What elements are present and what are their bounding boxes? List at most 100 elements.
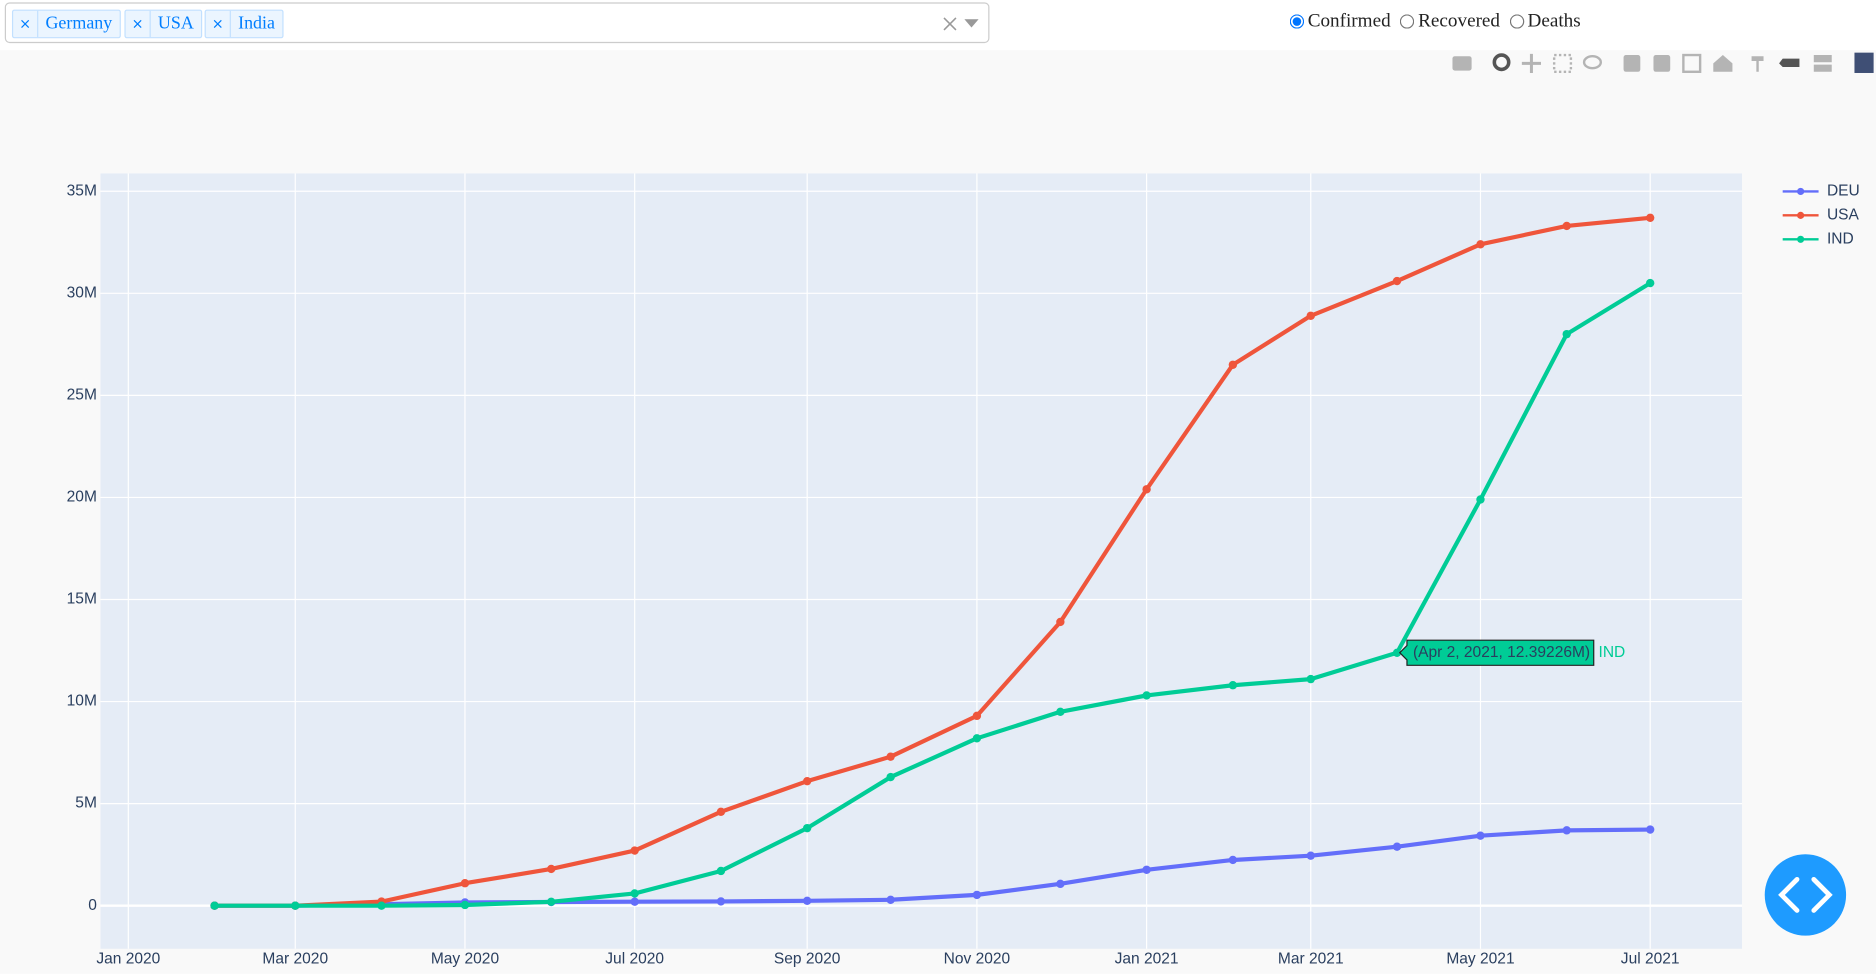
series-marker	[291, 901, 300, 910]
modebar-button[interactable]	[1682, 53, 1702, 73]
tag-remove[interactable]	[206, 10, 231, 38]
x-tick-label: May 2020	[431, 951, 500, 968]
series-marker	[1392, 648, 1402, 657]
radio-label: Recovered	[1418, 10, 1501, 32]
legend-label: DEU	[1827, 183, 1860, 200]
hover-box	[1398, 639, 1595, 666]
y-tick-label: 0	[88, 897, 97, 914]
code-button[interactable]	[1764, 854, 1847, 936]
modebar-button[interactable]	[1779, 58, 1800, 68]
country-tag[interactable]: Germany	[11, 9, 121, 39]
clear-button[interactable]	[943, 17, 957, 31]
code-button-circle[interactable]	[1764, 854, 1847, 936]
modebar-button[interactable]	[1521, 53, 1542, 73]
hover-text: (Apr 2, 2021, 12.39226M)	[1413, 644, 1590, 661]
series-marker	[716, 897, 726, 906]
series-marker	[1392, 842, 1402, 851]
radio-label: Confirmed	[1307, 10, 1391, 32]
modebar-button[interactable]	[1623, 55, 1641, 72]
modebar-button[interactable]	[1492, 53, 1511, 72]
hover-label: (Apr 2, 2021, 12.39226M) IND	[1398, 639, 1625, 666]
metric-radio: Confirmed Recovered Deaths	[1287, 10, 1581, 33]
plot-layer: Jan 2020 Mar 2020 May 2020 Jul 2020 Sep 2020…	[67, 173, 1743, 968]
series-marker	[886, 895, 895, 904]
plotly-logo[interactable]	[1854, 52, 1874, 73]
series-marker	[1056, 617, 1065, 627]
series-line	[214, 215, 1651, 908]
series-marker	[630, 889, 639, 898]
tag-remove[interactable]	[126, 10, 151, 38]
y-tick-label: 15M	[67, 591, 97, 608]
modebar-button[interactable]	[1751, 56, 1764, 72]
radio-option[interactable]: Recovered	[1398, 11, 1500, 33]
series-marker	[460, 900, 470, 910]
radio-input[interactable]	[1289, 14, 1305, 29]
modebar-button[interactable]	[1552, 53, 1573, 73]
y-tick-label: 35M	[67, 182, 97, 199]
series-line	[214, 281, 1652, 908]
series-marker	[1306, 851, 1315, 860]
series-marker	[1562, 329, 1571, 339]
series-marker	[1056, 707, 1065, 716]
series-marker	[802, 823, 812, 833]
x-tick-label: May 2021	[1446, 951, 1514, 968]
modebar-button[interactable]	[1582, 55, 1603, 70]
country-tag[interactable]: USA	[124, 9, 203, 39]
series-marker	[1228, 855, 1238, 865]
series-marker	[1142, 485, 1151, 494]
series-marker	[1646, 825, 1655, 834]
x-tick-label: Nov 2020	[944, 951, 1011, 968]
x-tick-label: Sep 2020	[774, 951, 841, 968]
series-marker	[886, 752, 895, 761]
country-tag[interactable]: India	[204, 9, 284, 39]
modebar	[1452, 52, 1874, 73]
x-tick-label: Mar 2021	[1278, 951, 1344, 968]
series-marker	[1476, 240, 1485, 249]
dropdown-arrow[interactable]	[964, 19, 979, 29]
series-marker	[886, 772, 895, 782]
series-marker	[1306, 311, 1315, 320]
series-marker	[1142, 865, 1151, 874]
series-marker	[1228, 360, 1238, 369]
tag-remove[interactable]	[13, 10, 39, 38]
remove-icon	[133, 19, 142, 28]
series-marker	[460, 879, 470, 888]
series-marker	[1646, 213, 1655, 222]
x-tick-label: Mar 2020	[262, 951, 328, 968]
series-marker	[1306, 674, 1315, 684]
tag-label: USA	[157, 14, 194, 34]
series-marker	[630, 897, 639, 906]
series-marker	[547, 864, 556, 874]
modebar-button[interactable]	[1452, 56, 1472, 71]
series-marker	[716, 866, 726, 876]
radio-option[interactable]: Deaths	[1507, 11, 1581, 33]
radio-input[interactable]	[1400, 14, 1415, 29]
modebar-button[interactable]	[1653, 55, 1671, 72]
legend-marker	[1797, 211, 1805, 219]
y-tick-label: 5M	[75, 795, 97, 812]
series-marker	[547, 897, 556, 907]
x-tick-label: Jul 2020	[605, 951, 664, 968]
radio-label: Deaths	[1527, 10, 1581, 32]
y-tick-label: 25M	[67, 386, 97, 403]
y-tick-label: 10M	[67, 693, 97, 710]
modebar-button[interactable]	[1813, 55, 1832, 72]
series-line	[214, 827, 1651, 908]
legend-marker	[1797, 187, 1805, 196]
legend-label: USA	[1827, 206, 1860, 223]
tag-label: Germany	[45, 14, 113, 34]
country-dropdown[interactable]: Germany USA India	[4, 2, 990, 44]
remove-icon	[21, 19, 30, 28]
radio-option[interactable]: Confirmed	[1287, 10, 1391, 33]
series-marker	[1392, 276, 1402, 286]
series-marker	[377, 901, 386, 910]
radio-input[interactable]	[1509, 14, 1524, 29]
series-marker	[1228, 681, 1238, 690]
x-tick-label: Jan 2021	[1115, 951, 1179, 968]
plot-background	[100, 173, 1743, 949]
tag-label: India	[238, 14, 275, 34]
x-tick-label: Jul 2021	[1621, 951, 1680, 968]
remove-icon	[213, 19, 222, 28]
series-marker	[972, 711, 982, 721]
series-marker	[1476, 495, 1485, 504]
